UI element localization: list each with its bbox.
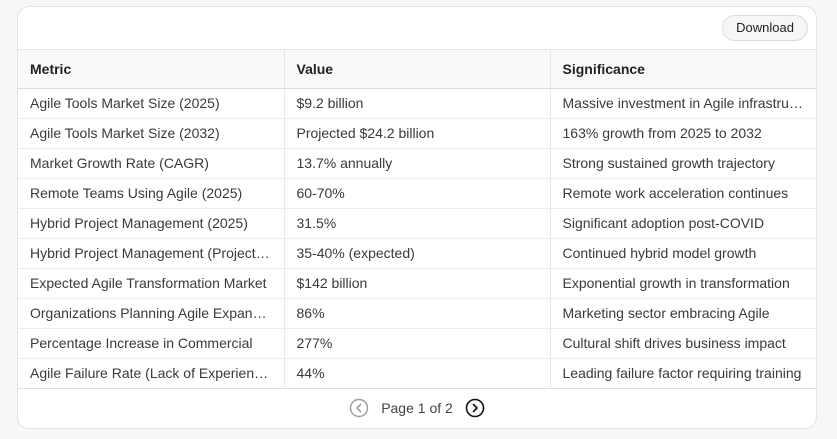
table-row: Agile Tools Market Size (2025) $9.2 billi… xyxy=(18,88,816,119)
table-row: Remote Teams Using Agile (2025) 60-70% Rem… xyxy=(18,178,816,209)
column-header-metric: Metric xyxy=(18,50,285,89)
table-cell-value: Projected $24.2 billion xyxy=(284,118,551,149)
table-row: Hybrid Project Management (2025) 31.5% Sig… xyxy=(18,208,816,239)
table-row: Expected Agile Transformation Market $142… xyxy=(18,268,816,299)
table-cell-value: 13.7% annually xyxy=(284,148,551,179)
table-cell-value: 86% xyxy=(284,298,551,329)
table-row: Organizations Planning Agile Expansion 86… xyxy=(18,298,816,329)
download-button[interactable]: Download xyxy=(722,15,808,41)
table-header-row: Metric Value Significance xyxy=(18,50,816,89)
table-cell-metric: Expected Agile Transformation Market xyxy=(18,268,285,299)
table-cell-significance: Strong sustained growth trajectory xyxy=(550,148,816,179)
table-row: Hybrid Project Management (Projected) 35-… xyxy=(18,238,816,269)
pagination: Page 1 of 2 xyxy=(18,397,816,419)
table-row: Market Growth Rate (CAGR) 13.7% annually S… xyxy=(18,148,816,179)
table-cell-significance: Marketing sector embracing Agile xyxy=(550,298,816,329)
table-cell-significance: Massive investment in Agile infrastructu… xyxy=(550,88,816,119)
table-cell-metric: Organizations Planning Agile Expansion xyxy=(18,298,285,329)
table-cell-value: $142 billion xyxy=(284,268,551,299)
table-cell-value: 35-40% (expected) xyxy=(284,238,551,269)
table-cell-value: 44% xyxy=(284,358,551,388)
table-cell-significance: Exponential growth in transformation xyxy=(550,268,816,299)
table-row: Percentage Increase in Commercial 277% Cul… xyxy=(18,328,816,359)
table-cell-metric: Market Growth Rate (CAGR) xyxy=(18,148,285,179)
table-cell-metric: Agile Failure Rate (Lack of Experience) xyxy=(18,358,285,388)
table-cell-metric: Agile Tools Market Size (2032) xyxy=(18,118,285,149)
data-table-card: Download Metric Value Significance Agile… xyxy=(17,6,817,429)
chevron-left-circle-icon xyxy=(349,398,369,418)
table-cell-value: 277% xyxy=(284,328,551,359)
table-cell-metric: Percentage Increase in Commercial xyxy=(18,328,285,359)
table-container: Metric Value Significance Agile Tools Ma… xyxy=(18,49,816,389)
table-cell-metric: Hybrid Project Management (Projected) xyxy=(18,238,285,269)
table-cell-metric: Hybrid Project Management (2025) xyxy=(18,208,285,239)
table-cell-value: 60-70% xyxy=(284,178,551,209)
data-table: Metric Value Significance Agile Tools Ma… xyxy=(18,50,816,388)
table-cell-significance: 163% growth from 2025 to 2032 xyxy=(550,118,816,149)
page-indicator: Page 1 of 2 xyxy=(381,400,453,416)
table-cell-significance: Cultural shift drives business impact xyxy=(550,328,816,359)
table-cell-value: $9.2 billion xyxy=(284,88,551,119)
table-cell-significance: Significant adoption post-COVID xyxy=(550,208,816,239)
table-cell-significance: Leading failure factor requiring trainin… xyxy=(562,365,802,382)
table-cell-value: 31.5% xyxy=(284,208,551,239)
table-cell-significance: Remote work acceleration continues xyxy=(550,178,816,209)
chevron-right-circle-icon xyxy=(465,398,485,418)
table-cell-significance: Continued hybrid model growth xyxy=(550,238,816,269)
table-cell-metric: Remote Teams Using Agile (2025) xyxy=(18,178,285,209)
previous-page-button[interactable] xyxy=(349,398,369,418)
table-row: Agile Failure Rate (Lack of Experience) 4… xyxy=(18,358,816,388)
next-page-button[interactable] xyxy=(465,398,485,418)
table-cell-metric: Agile Tools Market Size (2025) xyxy=(18,88,285,119)
table-row: Agile Tools Market Size (2032) Projected … xyxy=(18,118,816,149)
column-header-significance: Significance xyxy=(550,50,816,89)
column-header-value: Value xyxy=(284,50,551,89)
